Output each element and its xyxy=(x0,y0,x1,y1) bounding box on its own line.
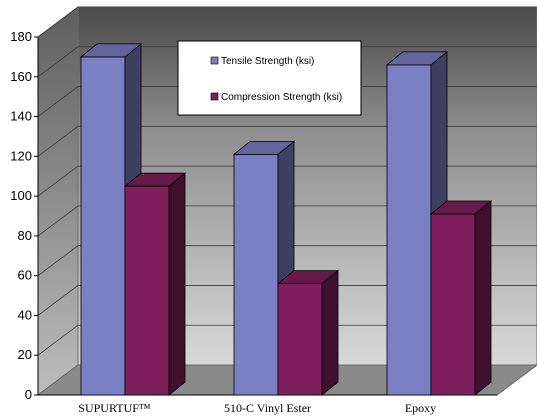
bar-side xyxy=(168,172,186,396)
bar-front xyxy=(124,185,170,396)
bar xyxy=(123,172,187,396)
bar-top xyxy=(123,172,187,187)
y-tick-label: 40 xyxy=(18,307,32,322)
y-tick-label: 120 xyxy=(10,148,32,163)
bar xyxy=(429,200,493,396)
x-tick-label: SUPURTUF™ xyxy=(78,401,151,415)
bar-top xyxy=(79,43,143,58)
bar-top xyxy=(276,270,340,285)
bar-front xyxy=(80,56,126,396)
bar-top xyxy=(385,51,449,66)
gridline xyxy=(37,205,537,237)
legend-label: Tensile Strength (ksi) xyxy=(221,56,314,67)
y-tick-label: 100 xyxy=(10,188,32,203)
bars xyxy=(79,43,493,396)
gridline xyxy=(37,125,537,157)
bar-side xyxy=(321,269,339,396)
gridline xyxy=(37,86,537,117)
bar-top xyxy=(429,200,493,215)
bar-front xyxy=(386,64,432,396)
gridline xyxy=(37,324,537,356)
gridlines xyxy=(37,6,537,356)
bar xyxy=(79,43,143,396)
gridline xyxy=(37,245,537,276)
y-tick-label: 0 xyxy=(25,387,32,402)
y-tick-label: 180 xyxy=(10,29,32,44)
legend-label: Compression Strength (ksi) xyxy=(221,92,342,103)
bar xyxy=(276,269,340,396)
gridline xyxy=(37,285,537,316)
gridline xyxy=(37,6,537,38)
legend-swatch xyxy=(210,56,219,65)
bar-front xyxy=(430,213,476,396)
x-tick-label: 510-C Vinyl Ester xyxy=(224,401,311,415)
bar-front xyxy=(277,283,323,396)
y-tick-label: 140 xyxy=(10,109,32,124)
y-axis: 0 20 40 60 80 100 120 140 160 180 xyxy=(10,29,497,402)
y-tick-label: 60 xyxy=(18,268,32,283)
y-tick-label: 20 xyxy=(18,347,32,362)
bar-top xyxy=(232,140,296,155)
bar-side xyxy=(474,200,492,396)
legend-box xyxy=(177,40,362,116)
side-wall xyxy=(37,6,79,396)
legend: Tensile Strength (ksi) Compression Streng… xyxy=(177,40,362,116)
gridline xyxy=(37,165,537,197)
x-tick-label: Epoxy xyxy=(405,401,436,415)
y-tick-label: 160 xyxy=(10,69,32,84)
x-axis-labels: SUPURTUF™ 510-C Vinyl Ester Epoxy xyxy=(78,401,436,415)
bar-front xyxy=(233,153,279,396)
gridline xyxy=(37,46,537,78)
y-tick-label: 80 xyxy=(18,228,32,243)
legend-swatch xyxy=(210,92,219,101)
